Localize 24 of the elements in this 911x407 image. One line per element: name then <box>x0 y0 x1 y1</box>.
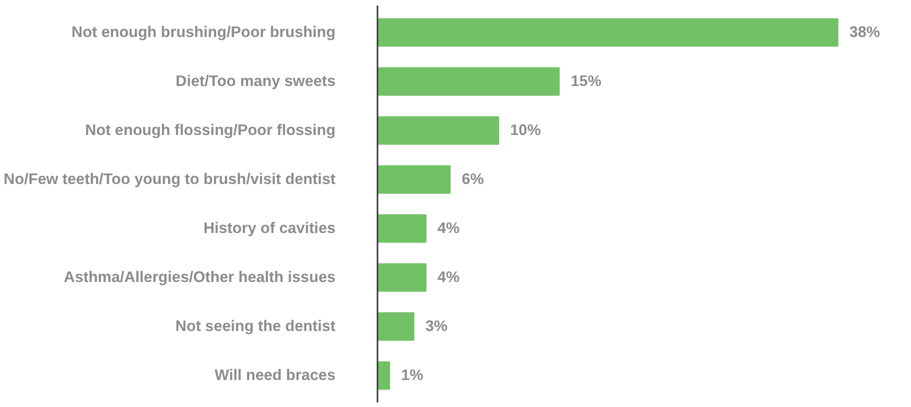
y-tick-label: Diet/Too many sweets <box>176 72 336 90</box>
y-tick-label: Asthma/Allergies/Other health issues <box>64 269 336 286</box>
y-tick-label: No/Few teeth/Too young to brush/visit dentist <box>4 170 336 188</box>
bar <box>378 312 414 341</box>
y-tick-label: Not enough flossing/Poor flossing <box>85 122 336 139</box>
data-label: 4% <box>437 220 460 238</box>
y-tick-label: Not enough brushing/Poor brushing <box>72 24 336 41</box>
bar <box>378 18 838 47</box>
bar <box>378 165 451 194</box>
bar <box>378 116 500 145</box>
y-tick-label: Not seeing the dentist <box>175 318 336 336</box>
data-label: 10% <box>510 122 542 139</box>
bar <box>378 361 390 390</box>
data-label: 4% <box>437 269 460 286</box>
data-label: 1% <box>401 367 424 384</box>
y-tick-label: Will need braces <box>214 367 336 384</box>
data-label: 3% <box>425 318 448 336</box>
data-label: 6% <box>462 170 484 188</box>
y-tick-label: History of cavities <box>203 220 336 238</box>
bar <box>378 214 426 243</box>
data-label: 15% <box>570 72 602 90</box>
bar <box>378 263 426 292</box>
data-label: 38% <box>849 24 880 41</box>
bar <box>378 67 560 96</box>
